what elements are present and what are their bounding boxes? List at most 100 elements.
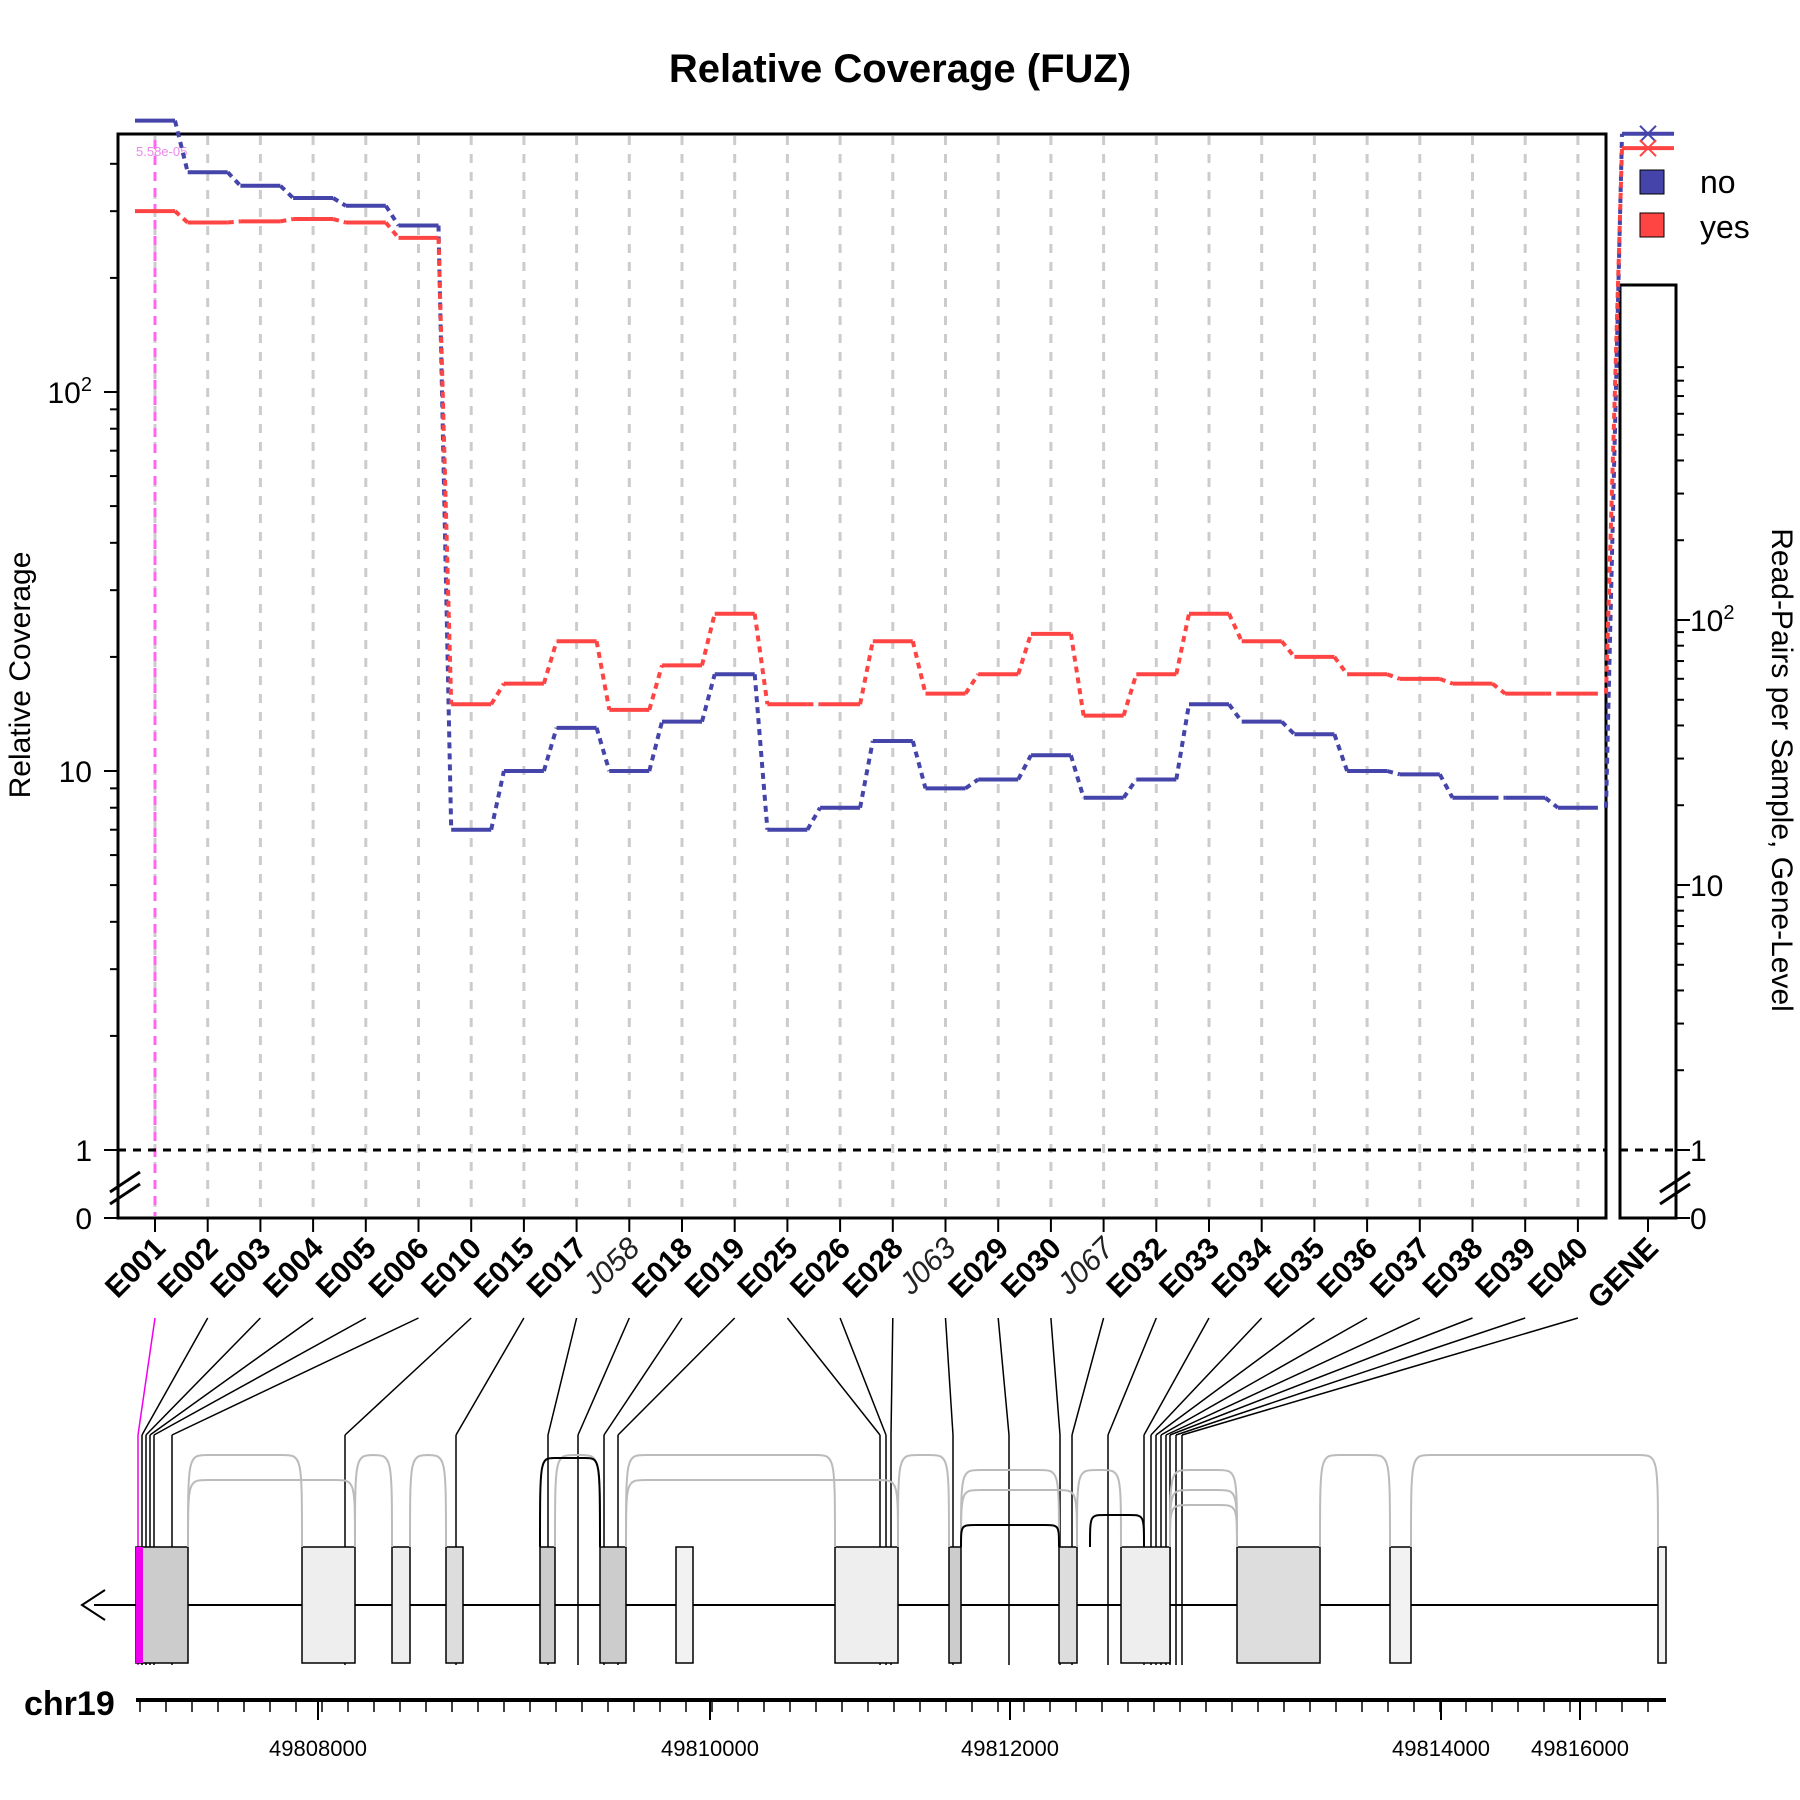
- series-no-connector: [805, 806, 822, 831]
- x-category-label: E003: [204, 1232, 277, 1305]
- exon-block: [948, 1546, 962, 1664]
- connector-line: [1160, 1317, 1368, 1436]
- exon-block: [834, 1546, 899, 1664]
- exon-block: [301, 1546, 356, 1664]
- right-tick-label: 102: [1690, 602, 1735, 638]
- x-category-label: E028: [837, 1232, 910, 1305]
- x-category-label: E026: [784, 1232, 857, 1305]
- series-yes-connector: [1439, 677, 1454, 686]
- connector-line: [786, 1317, 881, 1436]
- exon-block: [1120, 1546, 1171, 1664]
- connector-line: [1150, 1317, 1263, 1436]
- connector-line: [1155, 1317, 1315, 1436]
- axis-break: [1659, 1182, 1691, 1206]
- series-layer: [135, 118, 1598, 832]
- axis-break: [1659, 1170, 1691, 1194]
- series-yes-connector: [1491, 682, 1507, 696]
- splice-junction: [1076, 1469, 1122, 1548]
- pvalue-note: 5.58e-05: [136, 144, 187, 159]
- x-category-label: E037: [1364, 1232, 1437, 1305]
- gene-level-panel: [1618, 283, 1678, 1220]
- exon-block: [1058, 1546, 1078, 1664]
- exon-block: [539, 1546, 556, 1664]
- splice-junction: [625, 1479, 899, 1548]
- x-category-label: E004: [257, 1231, 330, 1304]
- connector-line: [1181, 1317, 1579, 1436]
- genomic-tick-label: 49808000: [269, 1736, 367, 1761]
- connector-line: [344, 1317, 472, 1436]
- series-yes-connector: [1016, 633, 1033, 675]
- left-tick-label: 10: [59, 756, 92, 789]
- connector-line: [997, 1317, 1010, 1436]
- x-category-label: E001: [99, 1232, 172, 1305]
- x-category-label: E039: [1469, 1232, 1542, 1305]
- connector-line: [1107, 1317, 1157, 1436]
- gene-level-layer: [1604, 125, 1676, 1152]
- series-no-connector: [1121, 778, 1138, 799]
- x-category-label: E005: [310, 1232, 383, 1305]
- connector-line: [1169, 1317, 1473, 1436]
- x-category-label: E036: [1311, 1232, 1384, 1305]
- genomic-coordinate-axis: 49808000 49810000 49812000 49814000 49816000: [136, 1698, 1666, 1761]
- x-category-label: E018: [626, 1232, 699, 1305]
- gene-connector-no: [1604, 133, 1624, 808]
- splice-junction: [1169, 1469, 1238, 1548]
- x-category-label: E019: [679, 1232, 752, 1305]
- axis-break: [109, 1182, 141, 1206]
- exon-block: [135, 1546, 189, 1664]
- series-yes-connector: [1068, 633, 1086, 716]
- exon-block: [391, 1546, 411, 1664]
- series-no-connector: [700, 673, 717, 723]
- series-no-connector: [279, 184, 295, 200]
- gridlines: [153, 136, 1580, 1216]
- legend-label-yes: yes: [1700, 209, 1750, 245]
- genomic-tick-label: 49814000: [1392, 1736, 1490, 1761]
- series-yes-connector: [752, 613, 770, 705]
- exon-block: [1657, 1546, 1667, 1664]
- series-no-connector: [964, 777, 980, 790]
- x-category-label: E017: [521, 1232, 594, 1305]
- connector-line: [1071, 1317, 1105, 1436]
- series-yes-connector: [858, 640, 875, 705]
- series-no-connector: [173, 120, 190, 173]
- splice-junction: [960, 1469, 1060, 1548]
- series-no: [135, 118, 1598, 832]
- series-no-connector: [1227, 703, 1244, 723]
- connector-line: [153, 1317, 367, 1436]
- legend-swatch-no: [1639, 169, 1665, 195]
- genomic-tick-label: 49816000: [1531, 1736, 1629, 1761]
- splice-junction: [409, 1454, 447, 1548]
- series-no-connector: [1438, 773, 1455, 799]
- connector-line: [145, 1317, 261, 1436]
- right-tick-label: 10: [1690, 870, 1723, 903]
- x-category-label: E032: [1100, 1232, 1173, 1305]
- series-no-connector: [594, 727, 612, 772]
- connector-line: [944, 1317, 954, 1436]
- series-yes-connector: [384, 221, 401, 240]
- connector-line: [137, 1317, 156, 1436]
- left-tick-label: 102: [48, 374, 93, 410]
- exon-block: [675, 1546, 694, 1664]
- x-category-label: E033: [1153, 1232, 1226, 1305]
- series-no-connector: [1543, 796, 1560, 810]
- connector-line: [149, 1317, 314, 1436]
- connector-line: [617, 1317, 736, 1436]
- splice-junction: [1169, 1489, 1238, 1548]
- series-yes-connector: [1332, 655, 1349, 676]
- x-category-label: E034: [1206, 1231, 1279, 1304]
- series-yes-connector: [227, 219, 241, 225]
- series-yes-connector: [1386, 672, 1401, 681]
- right-axis: 1 10 102 0: [1659, 366, 1735, 1236]
- gene-level-marker-yes: [1639, 139, 1657, 157]
- connector-line: [1165, 1317, 1421, 1436]
- splice-junction: [897, 1454, 950, 1548]
- series-no-connector: [1280, 720, 1296, 736]
- series-yes-connector: [332, 217, 347, 225]
- connector-line: [141, 1317, 209, 1436]
- x-category-label: E015: [468, 1232, 541, 1305]
- exon-block: [599, 1546, 627, 1664]
- series-yes-connector: [1121, 673, 1139, 717]
- splice-junction: [1319, 1454, 1391, 1548]
- gene-level-marker-no: [1639, 125, 1657, 143]
